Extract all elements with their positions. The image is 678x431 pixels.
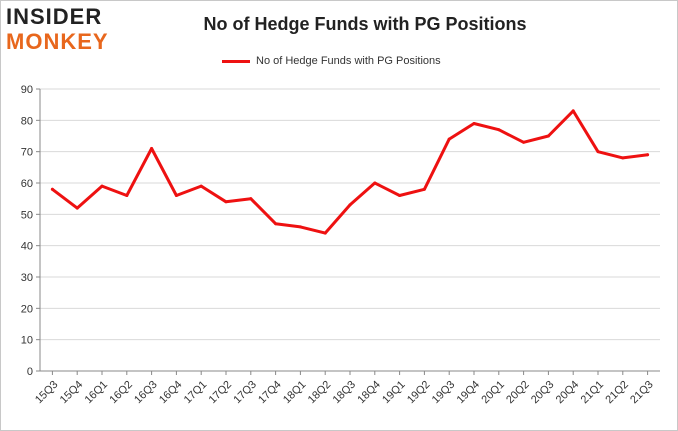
- chart-legend: No of Hedge Funds with PG Positions: [222, 53, 441, 69]
- data-point: [571, 109, 575, 113]
- data-point: [546, 134, 550, 138]
- data-point: [621, 156, 625, 160]
- legend-label: No of Hedge Funds with PG Positions: [256, 55, 441, 67]
- logo-text-bottom: MONKEY: [6, 29, 109, 54]
- y-tick-label: 50: [21, 209, 33, 221]
- data-point: [298, 225, 302, 229]
- y-tick-label: 30: [21, 272, 33, 284]
- x-tick-label: 20Q2: [504, 379, 532, 407]
- data-point: [125, 194, 129, 198]
- x-tick-label: 19Q4: [455, 379, 483, 407]
- x-tick-label: 15Q3: [33, 379, 61, 407]
- insider-monkey-logo: INSIDER MONKEY: [6, 6, 131, 56]
- data-point: [472, 121, 476, 125]
- data-point: [348, 203, 352, 207]
- y-tick-label: 90: [21, 84, 33, 96]
- x-tick-label: 17Q1: [182, 379, 210, 407]
- x-tick-label: 18Q2: [306, 379, 334, 407]
- data-point: [422, 187, 426, 191]
- data-point: [150, 147, 154, 151]
- x-tick-label: 17Q3: [231, 379, 259, 407]
- y-tick-label: 20: [21, 303, 33, 315]
- x-tick-label: 20Q4: [554, 379, 582, 407]
- x-tick-label: 19Q2: [405, 379, 433, 407]
- x-tick-label: 17Q4: [256, 379, 284, 407]
- data-point: [50, 187, 54, 191]
- data-point: [447, 137, 451, 141]
- x-tick-label: 16Q2: [107, 379, 135, 407]
- series-layer: [50, 109, 650, 235]
- chart-title: No of Hedge Funds with PG Positions: [203, 14, 527, 34]
- data-point: [249, 197, 253, 201]
- x-tick-label: 15Q4: [58, 379, 86, 407]
- logo-text-top: INSIDER: [6, 4, 103, 29]
- grid-lines: [40, 88, 660, 341]
- y-tick-label: 70: [21, 147, 33, 159]
- x-tick-label: 21Q2: [603, 379, 631, 407]
- x-tick-label: 19Q3: [430, 379, 458, 407]
- y-tick-label: 0: [27, 366, 33, 378]
- data-point: [497, 128, 501, 132]
- data-point: [522, 140, 526, 144]
- x-tick-label: 18Q3: [331, 379, 359, 407]
- x-tick-label: 17Q2: [207, 379, 235, 407]
- x-tick-label: 18Q4: [355, 379, 383, 407]
- x-tick-label: 19Q1: [380, 379, 408, 407]
- data-point: [100, 184, 104, 188]
- y-tick-label: 10: [21, 335, 33, 347]
- data-point: [373, 181, 377, 185]
- axes: [36, 88, 660, 375]
- y-tick-label: 80: [21, 115, 33, 127]
- x-tick-label: 20Q1: [479, 379, 507, 407]
- legend-swatch: [222, 59, 250, 63]
- tick-labels: 010203040506070809015Q315Q416Q116Q216Q31…: [21, 84, 656, 406]
- x-tick-label: 20Q3: [529, 379, 557, 407]
- data-point: [224, 200, 228, 204]
- data-point: [199, 184, 203, 188]
- x-tick-label: 18Q1: [281, 379, 309, 407]
- data-point: [596, 150, 600, 154]
- x-tick-label: 21Q3: [628, 379, 656, 407]
- data-point: [174, 194, 178, 198]
- data-point: [323, 231, 327, 235]
- y-tick-label: 40: [21, 241, 33, 253]
- x-tick-label: 16Q4: [157, 379, 185, 407]
- data-point: [398, 194, 402, 198]
- y-tick-label: 60: [21, 178, 33, 190]
- data-point: [274, 222, 278, 226]
- x-tick-label: 16Q3: [132, 379, 160, 407]
- data-point: [75, 206, 79, 210]
- data-point: [646, 153, 650, 157]
- x-tick-label: 16Q1: [83, 379, 111, 407]
- x-tick-label: 21Q1: [579, 379, 607, 407]
